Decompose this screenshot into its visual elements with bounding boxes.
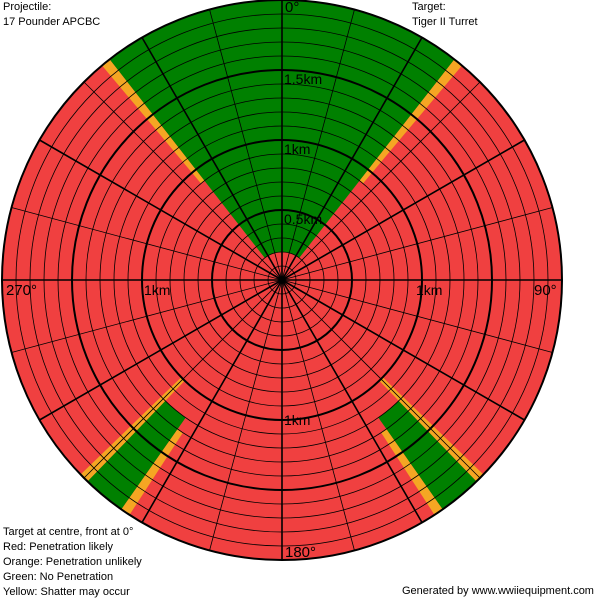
legend: Target at centre, front at 0° Red: Penet… xyxy=(3,525,142,600)
major-spoke xyxy=(281,139,525,281)
zone-orange-8 xyxy=(121,429,183,515)
range-label-90-1: 1km xyxy=(416,282,442,298)
legend-red: Red: Penetration likely xyxy=(3,541,114,553)
spoke xyxy=(83,279,283,479)
zone-green-3 xyxy=(378,400,477,510)
angle-label-90: 90° xyxy=(534,282,557,299)
major-spoke xyxy=(281,37,423,281)
spoke xyxy=(209,9,283,281)
spoke xyxy=(281,279,481,479)
major-spoke xyxy=(39,139,283,281)
major-spoke xyxy=(281,279,525,421)
legend-yellow: Yellow: Shatter may occur xyxy=(3,586,130,598)
angle-label-0: 0° xyxy=(285,0,299,16)
spoke xyxy=(83,81,283,281)
spoke xyxy=(281,279,355,551)
major-spoke xyxy=(141,279,283,523)
spoke xyxy=(281,207,553,281)
zone-orange-2 xyxy=(102,59,205,184)
target-info: Target: Tiger II Turret xyxy=(412,0,478,30)
polar-labels: 0° 90° 180° 270° 0.5km 1km 1.5km 1km 1km 1km xyxy=(6,0,557,561)
zone-green-6 xyxy=(87,400,186,510)
major-spoke xyxy=(281,279,423,523)
zone-orange-5 xyxy=(381,429,443,515)
range-label-180-1: 1km xyxy=(284,412,310,428)
range-label-0-1.5: 1.5km xyxy=(284,71,322,87)
spoke xyxy=(11,279,283,353)
range-label-0-0.5: 0.5km xyxy=(284,211,322,227)
spoke xyxy=(281,81,481,281)
polar-grid xyxy=(1,0,563,561)
major-spoke xyxy=(39,279,283,421)
projectile-label: Projectile: xyxy=(3,1,52,13)
spoke xyxy=(11,207,283,281)
range-label-0-1: 1km xyxy=(284,141,310,157)
zone-orange-1 xyxy=(359,59,462,184)
target-value: Tiger II Turret xyxy=(412,16,478,28)
legend-orientation: Target at centre, front at 0° xyxy=(3,526,134,538)
target-label: Target: xyxy=(412,1,446,13)
spoke xyxy=(209,279,283,551)
spoke xyxy=(281,9,355,281)
spoke xyxy=(281,279,553,353)
legend-orange: Orange: Penetration unlikely xyxy=(3,556,142,568)
major-spoke xyxy=(141,37,283,281)
legend-green: Green: No Penetration xyxy=(3,571,114,583)
range-label-270-1: 1km xyxy=(144,282,170,298)
angle-label-180: 180° xyxy=(285,544,316,561)
projectile-info: Projectile: 17 Pounder APCBC xyxy=(3,0,100,30)
angle-label-270: 270° xyxy=(6,282,37,299)
projectile-value: 17 Pounder APCBC xyxy=(3,16,101,28)
footer-credit: Generated by www.wwiiequipment.com xyxy=(402,585,594,597)
